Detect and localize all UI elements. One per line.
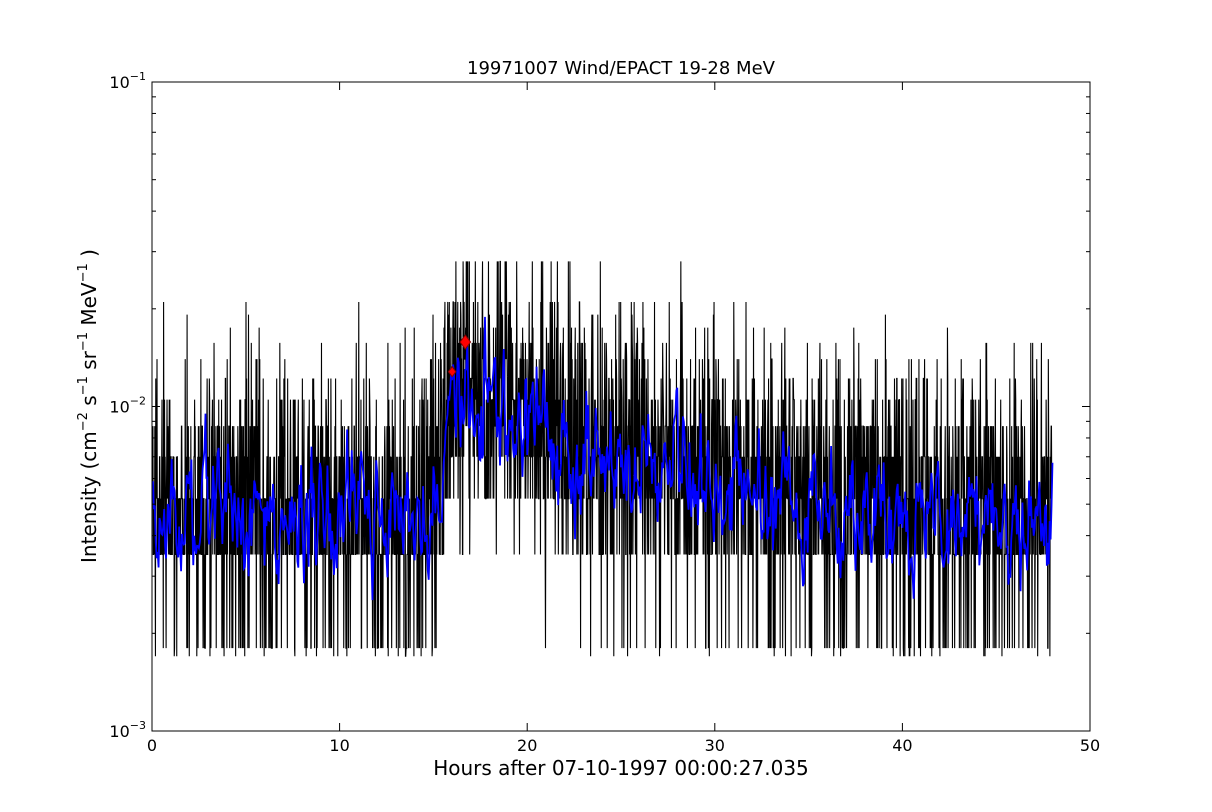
onset-marker-1 xyxy=(447,365,457,378)
x-tick-label: 40 xyxy=(892,736,912,755)
y-axis-ticks: 10−3 10−2 10−1 xyxy=(109,70,1090,741)
y-tick-label: 10−2 xyxy=(109,395,146,417)
chart-title: 19971007 Wind/EPACT 19-28 MeV xyxy=(467,58,776,79)
x-tick-label: 30 xyxy=(705,736,725,755)
y-tick-label: 10−1 xyxy=(109,70,146,92)
onset-marker-2 xyxy=(459,334,472,350)
series-smoothed-line xyxy=(152,316,1054,601)
y-tick-label: 10−3 xyxy=(109,719,146,741)
x-tick-label: 0 xyxy=(147,736,157,755)
x-axis-label: Hours after 07-10-1997 00:00:27.035 xyxy=(433,756,809,780)
y-axis-label: Intensity (cm−2 s−1 sr−1 MeV−1 ) xyxy=(76,249,101,563)
plot-area: 0 10 20 30 40 50 10−3 10−2 10−1 xyxy=(109,70,1100,755)
x-tick-label: 10 xyxy=(329,736,349,755)
x-tick-label: 20 xyxy=(517,736,537,755)
x-tick-label: 50 xyxy=(1080,736,1100,755)
series-layer xyxy=(152,260,1054,657)
x-axis-ticks: 0 10 20 30 40 50 xyxy=(147,82,1100,755)
marker-layer xyxy=(447,334,472,378)
